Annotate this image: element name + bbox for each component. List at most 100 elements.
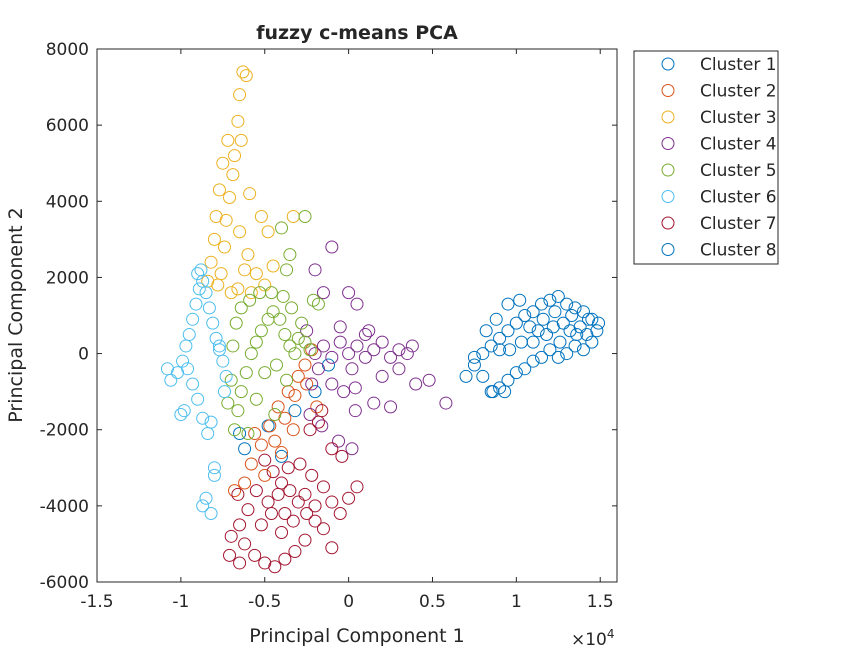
data-point xyxy=(535,350,549,364)
data-point xyxy=(298,533,312,547)
data-point xyxy=(333,506,347,520)
legend-label: Cluster 6 xyxy=(700,188,777,208)
data-point xyxy=(223,190,237,204)
data-point xyxy=(189,297,203,311)
legend-label: Cluster 5 xyxy=(700,161,777,181)
data-point xyxy=(486,385,500,399)
data-point xyxy=(283,484,297,498)
data-point xyxy=(493,331,507,345)
data-point xyxy=(333,335,347,349)
data-point xyxy=(233,88,247,102)
series-5 xyxy=(221,210,325,441)
data-point xyxy=(367,343,381,357)
y-tick-label: -2000 xyxy=(40,421,89,441)
data-point xyxy=(268,434,282,448)
data-point xyxy=(305,377,319,391)
data-point xyxy=(518,309,532,322)
data-point xyxy=(291,495,305,509)
legend-marker xyxy=(661,163,675,177)
data-point xyxy=(226,168,240,182)
data-point xyxy=(234,301,248,315)
data-point xyxy=(291,331,305,345)
data-point xyxy=(258,278,272,292)
data-point xyxy=(216,354,230,368)
data-point xyxy=(308,347,322,361)
data-point xyxy=(568,301,582,315)
data-point xyxy=(325,377,339,391)
data-point xyxy=(244,347,258,361)
data-point xyxy=(305,468,319,482)
data-point xyxy=(333,320,347,334)
legend-label: Cluster 7 xyxy=(700,214,777,234)
data-point xyxy=(236,65,250,79)
data-point xyxy=(181,362,195,376)
data-point xyxy=(283,248,297,262)
data-point xyxy=(493,343,507,357)
data-point xyxy=(219,369,233,383)
data-point xyxy=(196,499,210,513)
data-point xyxy=(316,286,330,300)
data-point xyxy=(325,240,339,254)
data-point xyxy=(362,324,376,338)
legend-marker xyxy=(661,57,675,71)
series-3 xyxy=(201,65,300,300)
legend-label: Cluster 3 xyxy=(700,108,777,128)
data-point xyxy=(204,415,218,429)
y-tick-label: 2000 xyxy=(46,268,89,288)
data-point xyxy=(518,362,532,376)
data-point xyxy=(523,320,537,334)
data-point xyxy=(476,347,490,361)
data-point xyxy=(238,537,252,551)
legend-marker xyxy=(661,84,675,97)
data-point xyxy=(285,301,299,315)
y-tick-label: 0 xyxy=(78,345,89,365)
legend-marker xyxy=(661,137,675,150)
data-point xyxy=(258,453,272,467)
data-point xyxy=(551,289,565,303)
data-point xyxy=(216,156,230,170)
data-point xyxy=(239,366,253,380)
legend-marker xyxy=(661,243,675,256)
series-4 xyxy=(300,240,453,456)
data-point xyxy=(243,187,257,201)
x-axis-exponent-base: ×10 xyxy=(571,630,607,650)
data-point xyxy=(266,259,280,273)
data-point xyxy=(278,328,292,342)
data-point xyxy=(212,339,226,353)
series-7 xyxy=(223,404,364,574)
data-point xyxy=(191,267,205,281)
data-point xyxy=(281,461,295,475)
data-point xyxy=(576,343,590,357)
data-point xyxy=(221,133,235,147)
data-point xyxy=(342,286,356,300)
data-point xyxy=(493,381,507,395)
data-point xyxy=(300,377,314,391)
data-point xyxy=(303,407,317,421)
data-point xyxy=(325,541,339,555)
x-axis-exponent-power: 4 xyxy=(607,627,615,641)
data-point xyxy=(233,225,247,239)
data-point xyxy=(592,316,606,330)
data-point xyxy=(503,343,517,357)
data-point xyxy=(263,419,277,433)
x-tick-label: 1 xyxy=(511,592,522,612)
data-point xyxy=(308,514,322,528)
data-point xyxy=(348,404,362,418)
data-point xyxy=(212,183,226,197)
data-point xyxy=(229,316,243,330)
data-point xyxy=(264,286,278,300)
legend-marker xyxy=(661,190,675,203)
data-point xyxy=(384,400,398,414)
data-point xyxy=(209,210,223,224)
data-point xyxy=(268,407,282,421)
data-point xyxy=(202,301,216,315)
data-point xyxy=(295,316,309,330)
data-point xyxy=(258,366,272,380)
data-point xyxy=(543,343,557,357)
legend-label: Cluster 2 xyxy=(700,82,777,102)
data-point xyxy=(345,442,359,456)
data-point xyxy=(266,305,280,319)
data-point xyxy=(509,366,523,380)
data-point xyxy=(275,446,289,460)
